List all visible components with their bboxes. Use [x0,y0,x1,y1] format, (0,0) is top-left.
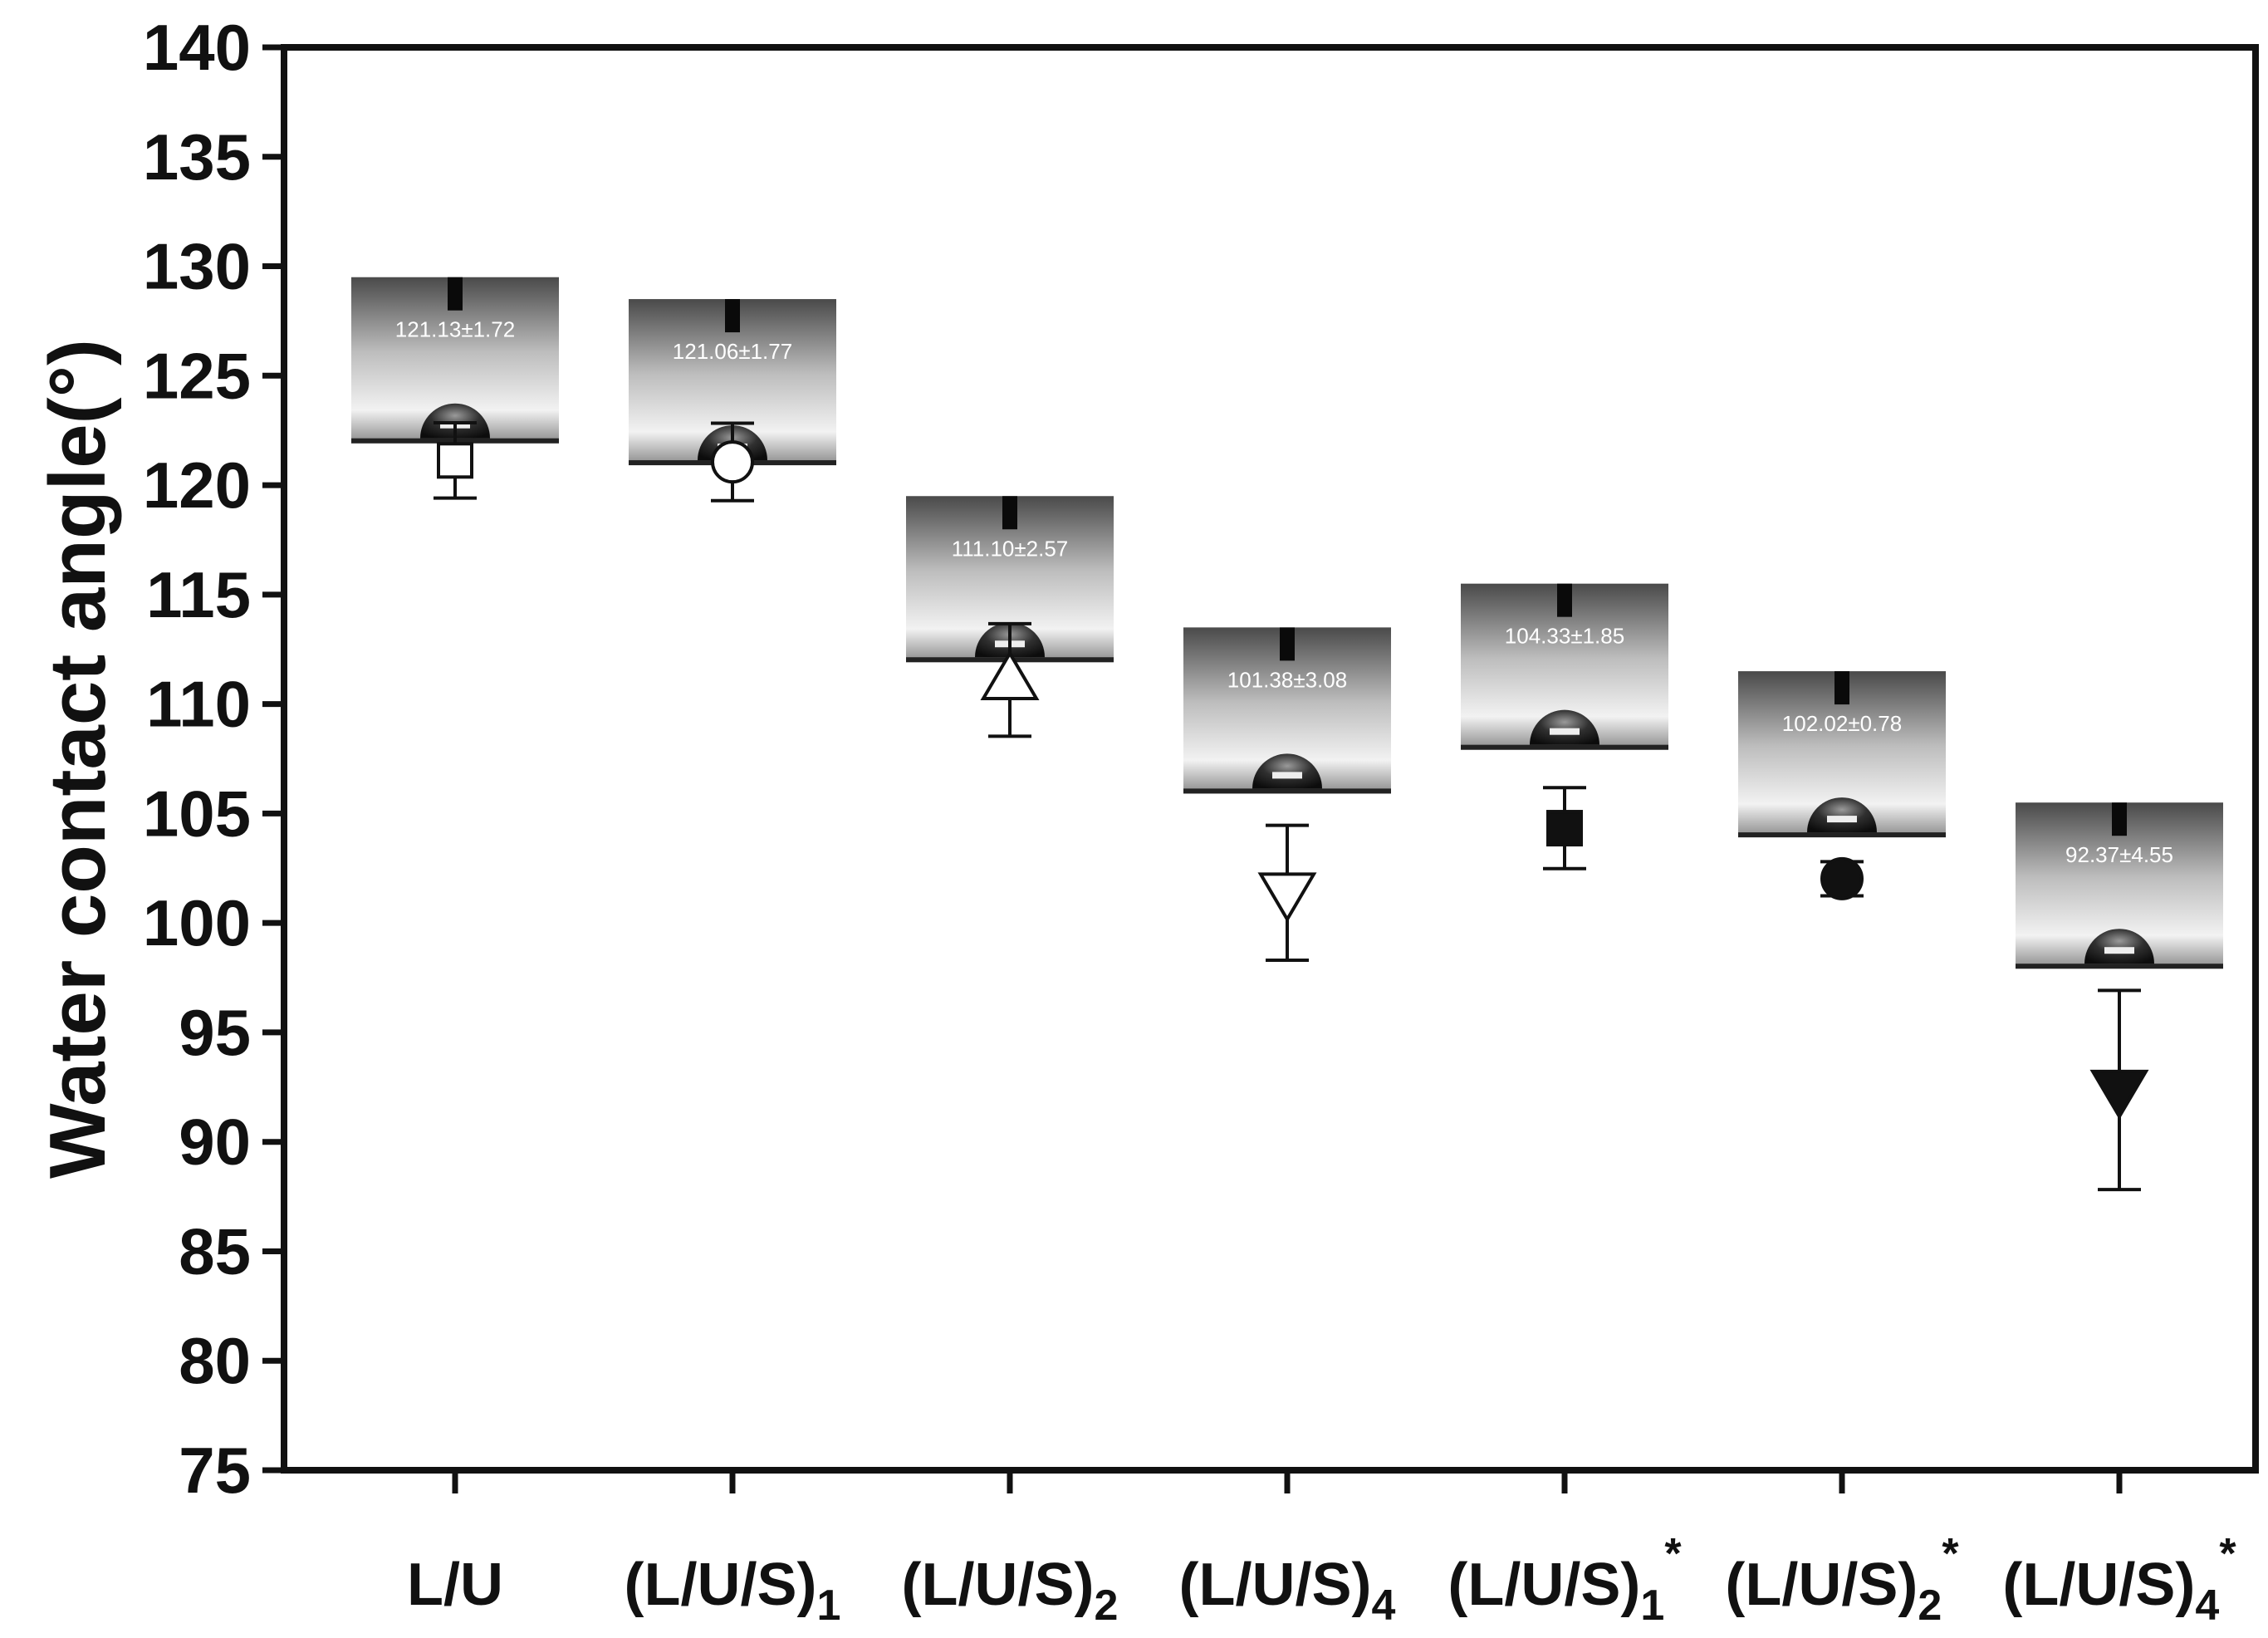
droplet-icon [1807,797,1877,833]
droplet-highlight [1272,772,1302,779]
needle-icon [1280,627,1295,661]
inset-baseline [2016,964,2223,969]
inset-label: 102.02±0.78 [1782,711,1902,736]
inset-label: 92.37±4.55 [2065,842,2173,867]
droplet-inset: 121.13±1.72 [351,277,559,444]
droplet-inset: 104.33±1.85 [1461,583,1668,750]
y-tick-label: 115 [146,558,251,631]
droplet-icon [2084,929,2154,964]
inset-label: 101.38±3.08 [1227,667,1347,692]
data-point [1543,786,1586,870]
needle-icon [448,277,463,311]
x-tick-label: (L/U/S)1* [1448,1530,1682,1630]
inset-label: 111.10±2.57 [952,536,1069,561]
data-point [1257,823,1317,962]
y-tick-label: 95 [179,996,251,1069]
x-tick-label: (L/U/S)4* [2002,1530,2236,1630]
x-tick-label: (L/U/S)1 [625,1552,841,1630]
inset-label: 121.13±1.72 [395,317,515,342]
y-tick-label: 80 [179,1324,251,1397]
needle-icon [1002,496,1017,530]
droplet-highlight [1827,816,1857,823]
y-tick-label: 90 [179,1106,251,1179]
y-tick-label: 100 [143,886,251,959]
y-tick-label: 85 [179,1214,251,1287]
circle-marker-icon [711,440,754,484]
inset-baseline [1461,744,1668,750]
y-tick-label: 110 [146,668,251,741]
square-marker-icon [1546,810,1583,847]
y-tick-label: 135 [143,120,251,194]
droplet-highlight [1550,728,1580,735]
data-point [434,420,477,500]
droplet-icon [420,403,490,439]
droplet-icon [1252,753,1322,789]
data-points [434,420,2149,1192]
plot-frame [281,44,2259,1474]
needle-icon [725,299,740,333]
inset-label: 104.33±1.85 [1505,624,1624,649]
data-point [711,421,754,503]
y-axis-ticks: 75 80 85 90 95 100 105 110 115 120 125 130 135 140 [143,11,284,1507]
x-tick-label: (L/U/S)4 [1179,1552,1396,1630]
droplet-inset: 92.37±4.55 [2016,802,2223,969]
triangle-up-marker-icon [980,650,1040,701]
x-tick-label: L/U [407,1552,503,1618]
inset-baseline [1183,788,1391,794]
needle-icon [1834,671,1849,705]
data-point [980,621,1040,738]
y-tick-label: 140 [143,11,251,84]
triangle-down-marker-icon [2089,1069,2149,1121]
x-axis-ticks: L/U (L/U/S)1 (L/U/S)2 (L/U/S)4 (L/U/S)1* (L/U… [407,1470,2236,1630]
needle-icon [2112,802,2127,836]
y-tick-label: 75 [179,1434,251,1507]
droplet-inset: 102.02±0.78 [1738,671,1946,838]
x-tick-label: (L/U/S)2 [902,1552,1119,1630]
square-marker-icon [437,442,473,479]
droplet-icon [1530,709,1599,745]
droplet-insets: 121.13±1.72 121.06±1.77 111.10±2.57 101.38±… [351,277,2223,969]
y-tick-label: 130 [143,230,251,303]
inset-label: 121.06±1.77 [673,339,792,364]
inset-baseline [1738,832,1946,838]
y-axis-label: Water contact angle(°) [33,339,122,1179]
y-tick-label: 105 [143,777,251,850]
data-point [2089,988,2149,1192]
needle-icon [1557,583,1572,617]
x-tick-label: (L/U/S)2* [1725,1530,1959,1630]
triangle-down-marker-icon [1257,872,1317,923]
circle-marker-icon [1820,856,1864,900]
droplet-highlight [2104,947,2134,954]
y-tick-label: 125 [143,339,251,412]
y-tick-label: 120 [143,449,251,522]
droplet-inset: 101.38±3.08 [1183,627,1391,794]
data-point [1820,856,1864,900]
